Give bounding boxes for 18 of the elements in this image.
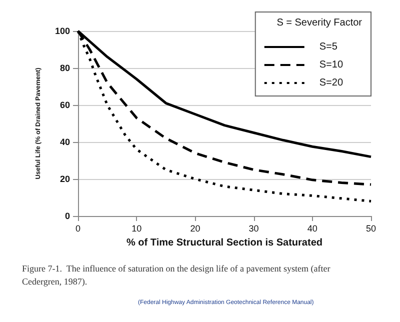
y-tick-label: 0: [64, 211, 70, 221]
legend-label: S=10: [319, 60, 344, 70]
legend-title: S = Severity Factor: [276, 18, 363, 28]
x-tick-label: 20: [190, 224, 200, 234]
legend-label: S=5: [319, 42, 338, 52]
x-tick-label: 40: [307, 224, 318, 234]
x-axis-title: % of Time Structural Section is Saturated: [126, 237, 322, 248]
y-tick-label: 100: [54, 26, 70, 36]
x-tick-label: 50: [366, 224, 376, 234]
x-tick-label: 30: [248, 224, 259, 234]
caption: Figure 7-1. The influence of saturation on the design life of a pavement system (after Cedergren, 1987).: [22, 264, 332, 286]
legend-label: S=20: [319, 78, 344, 88]
x-tick-label: 0: [75, 224, 81, 234]
x-tick-label: 10: [132, 224, 142, 234]
y-tick-label: 20: [60, 174, 70, 184]
y-tick-label: 40: [60, 137, 70, 147]
y-tick-label: 60: [60, 100, 70, 110]
y-tick-label: 80: [60, 63, 70, 73]
